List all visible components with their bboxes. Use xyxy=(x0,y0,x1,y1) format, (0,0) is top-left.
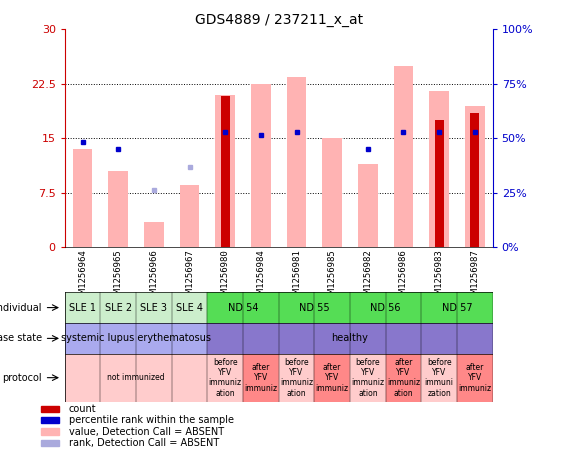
Bar xyxy=(41,417,60,424)
Text: individual: individual xyxy=(0,303,42,313)
Bar xyxy=(180,185,199,247)
Bar xyxy=(136,292,172,323)
Bar xyxy=(421,292,493,323)
Text: not immunized: not immunized xyxy=(107,373,165,382)
Text: GSM1256964: GSM1256964 xyxy=(78,249,87,303)
Bar xyxy=(100,292,136,323)
Bar xyxy=(65,323,207,354)
Bar xyxy=(279,354,314,401)
Bar xyxy=(216,95,235,247)
Text: GSM1256981: GSM1256981 xyxy=(292,249,301,303)
Text: ND 56: ND 56 xyxy=(370,303,401,313)
Bar xyxy=(221,96,230,247)
Text: GSM1256987: GSM1256987 xyxy=(470,249,479,303)
Bar xyxy=(465,106,485,247)
Bar xyxy=(207,354,243,401)
Bar xyxy=(65,354,207,401)
Text: before
YFV
immuniz
ation: before YFV immuniz ation xyxy=(280,357,313,398)
Text: GSM1256980: GSM1256980 xyxy=(221,249,230,303)
Text: disease state: disease state xyxy=(0,333,42,343)
Text: after
YFV
immuniz: after YFV immuniz xyxy=(316,363,348,393)
Bar xyxy=(109,171,128,247)
Text: rank, Detection Call = ABSENT: rank, Detection Call = ABSENT xyxy=(69,438,219,448)
Text: GSM1256965: GSM1256965 xyxy=(114,249,123,303)
Title: GDS4889 / 237211_x_at: GDS4889 / 237211_x_at xyxy=(195,13,363,27)
Bar xyxy=(41,406,60,412)
Text: GSM1256986: GSM1256986 xyxy=(399,249,408,303)
Text: GSM1256982: GSM1256982 xyxy=(363,249,372,303)
Text: ND 54: ND 54 xyxy=(228,303,258,313)
Text: ND 55: ND 55 xyxy=(299,303,330,313)
Text: SLE 1: SLE 1 xyxy=(69,303,96,313)
Bar xyxy=(435,120,444,247)
Text: before
YFV
immuniz
ation: before YFV immuniz ation xyxy=(351,357,385,398)
Bar xyxy=(421,354,457,401)
Text: before
YFV
immuni
zation: before YFV immuni zation xyxy=(425,357,454,398)
Bar xyxy=(144,222,164,247)
Bar xyxy=(172,292,207,323)
Text: protocol: protocol xyxy=(2,373,42,383)
Bar xyxy=(65,292,100,323)
Text: GSM1256984: GSM1256984 xyxy=(256,249,265,303)
Text: GSM1256966: GSM1256966 xyxy=(149,249,158,303)
Bar xyxy=(323,138,342,247)
Bar xyxy=(41,429,60,435)
Text: percentile rank within the sample: percentile rank within the sample xyxy=(69,415,234,425)
Bar xyxy=(207,292,279,323)
Bar xyxy=(279,292,350,323)
Bar xyxy=(287,77,306,247)
Bar xyxy=(73,149,92,247)
Text: SLE 2: SLE 2 xyxy=(105,303,132,313)
Text: SLE 4: SLE 4 xyxy=(176,303,203,313)
Text: after
YFV
immuniz: after YFV immuniz xyxy=(244,363,278,393)
Bar xyxy=(394,66,413,247)
Bar xyxy=(430,91,449,247)
Text: healthy: healthy xyxy=(332,333,368,343)
Text: GSM1256985: GSM1256985 xyxy=(328,249,337,303)
Text: before
YFV
immuniz
ation: before YFV immuniz ation xyxy=(209,357,242,398)
Bar xyxy=(243,354,279,401)
Text: GSM1256983: GSM1256983 xyxy=(435,249,444,303)
Text: SLE 3: SLE 3 xyxy=(140,303,167,313)
Bar xyxy=(350,354,386,401)
Bar xyxy=(386,354,421,401)
Bar xyxy=(457,354,493,401)
Bar xyxy=(314,354,350,401)
Text: systemic lupus erythematosus: systemic lupus erythematosus xyxy=(61,333,211,343)
Text: GSM1256967: GSM1256967 xyxy=(185,249,194,303)
Bar xyxy=(41,440,60,446)
Bar xyxy=(358,164,378,247)
Text: count: count xyxy=(69,404,96,414)
Bar xyxy=(470,113,479,247)
Text: after
YFV
immuniz: after YFV immuniz xyxy=(458,363,491,393)
Bar xyxy=(207,323,493,354)
Text: after
YFV
immuniz
ation: after YFV immuniz ation xyxy=(387,357,420,398)
Bar xyxy=(251,84,271,247)
Text: ND 57: ND 57 xyxy=(441,303,472,313)
Bar xyxy=(350,292,421,323)
Text: value, Detection Call = ABSENT: value, Detection Call = ABSENT xyxy=(69,427,224,437)
